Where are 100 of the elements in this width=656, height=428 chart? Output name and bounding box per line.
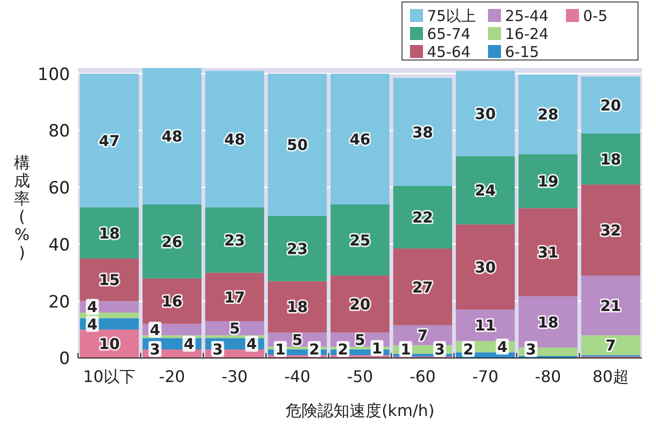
data-label: 16 (162, 292, 182, 311)
x-tick-label: 80超 (592, 367, 629, 386)
data-label: 47 (98, 132, 120, 150)
bar (393, 186, 452, 249)
data-label: 23 (286, 240, 308, 258)
bar (581, 133, 640, 185)
bar (205, 272, 264, 322)
legend-label: 25-44 (505, 7, 549, 25)
data-label: 4 (246, 335, 257, 354)
bar (518, 208, 578, 296)
y-tick-label: 100 (38, 64, 70, 85)
data-label: 2 (338, 340, 348, 358)
bar (456, 224, 515, 310)
data-label: 20 (350, 295, 370, 314)
data-label: 5 (354, 330, 366, 349)
data-label: 2 (309, 340, 320, 358)
bar (268, 74, 327, 216)
data-label: 4 (150, 320, 160, 339)
data-label: 4 (87, 315, 98, 334)
x-axis-title: 危険認知速度(km/h) (286, 401, 434, 420)
legend-label: 45-64 (427, 43, 471, 61)
legend-label: 65-74 (427, 25, 471, 43)
x-tick-label: -80 (534, 367, 562, 386)
data-label: 18 (286, 298, 308, 316)
x-tick-label: -40 (284, 367, 310, 386)
bar (393, 78, 452, 186)
bar (268, 216, 327, 282)
data-label: 46 (350, 130, 370, 148)
data-label: 7 (605, 336, 616, 355)
data-label: 22 (412, 208, 434, 227)
data-label: 38 (412, 123, 434, 142)
data-label: 3 (434, 340, 445, 358)
data-label: 7 (417, 326, 428, 345)
x-tick-label: -50 (346, 367, 374, 386)
data-label: 1 (400, 340, 411, 358)
bar (330, 74, 390, 204)
y-tick-label: 60 (48, 178, 70, 199)
data-label: 30 (474, 258, 496, 276)
x-tick-label: -60 (410, 367, 436, 386)
bar (80, 207, 139, 258)
data-label: 4 (184, 335, 194, 354)
bar (456, 70, 515, 156)
x-tick-label: 10以下 (83, 367, 136, 386)
data-label: 10 (98, 335, 120, 354)
data-label: 5 (229, 320, 240, 338)
data-label: 21 (600, 296, 622, 315)
bar (330, 204, 390, 276)
data-label: 1 (372, 339, 382, 358)
bar (518, 74, 578, 154)
data-label: 32 (600, 221, 622, 240)
bar (330, 276, 390, 332)
data-label: 18 (98, 224, 120, 242)
data-label: 25 (350, 231, 370, 250)
legend-label: 16-24 (505, 25, 549, 43)
data-label: 31 (538, 244, 558, 262)
data-label: 3 (150, 340, 160, 358)
y-axis-title: 構成率(%) (14, 153, 30, 262)
bar (80, 74, 139, 208)
data-label: 26 (162, 232, 182, 251)
bar (268, 281, 327, 332)
data-label: 4 (497, 338, 508, 356)
data-label: 18 (538, 313, 558, 332)
data-label: 17 (224, 288, 246, 306)
x-tick-label: -20 (158, 367, 186, 386)
data-label: 24 (474, 182, 496, 200)
y-tick-label: 0 (59, 349, 70, 370)
y-tick-label: 80 (48, 122, 70, 142)
data-label: 2 (463, 340, 474, 358)
data-label: 23 (224, 231, 246, 250)
data-label: 27 (412, 278, 434, 296)
y-tick-label: 40 (48, 235, 70, 256)
data-label: 1 (275, 340, 286, 358)
bar (142, 68, 202, 204)
bar (581, 76, 640, 134)
data-label: 20 (600, 96, 622, 114)
data-label: 4 (87, 298, 98, 316)
legend-label: 0-5 (583, 7, 608, 25)
bar (142, 204, 202, 278)
data-label: 5 (292, 330, 303, 349)
data-label: 3 (526, 340, 536, 358)
y-tick-label: 20 (48, 292, 70, 312)
bar (393, 248, 452, 326)
bar (205, 70, 264, 208)
data-label: 50 (286, 136, 308, 154)
bar (518, 154, 578, 208)
data-label: 15 (98, 271, 120, 290)
data-label: 19 (538, 172, 558, 191)
x-tick-label: -30 (222, 367, 248, 386)
data-label: 30 (474, 104, 496, 123)
bar (581, 276, 640, 336)
bar (205, 207, 264, 273)
legend-label: 6-15 (505, 43, 540, 61)
data-label: 18 (600, 150, 622, 168)
data-label: 28 (538, 106, 558, 124)
bar (456, 156, 515, 224)
x-tick-label: -70 (472, 367, 498, 386)
legend-label: 75以上 (427, 7, 476, 25)
data-label: 11 (474, 316, 496, 335)
bar (581, 184, 640, 276)
data-label: 48 (162, 128, 182, 146)
